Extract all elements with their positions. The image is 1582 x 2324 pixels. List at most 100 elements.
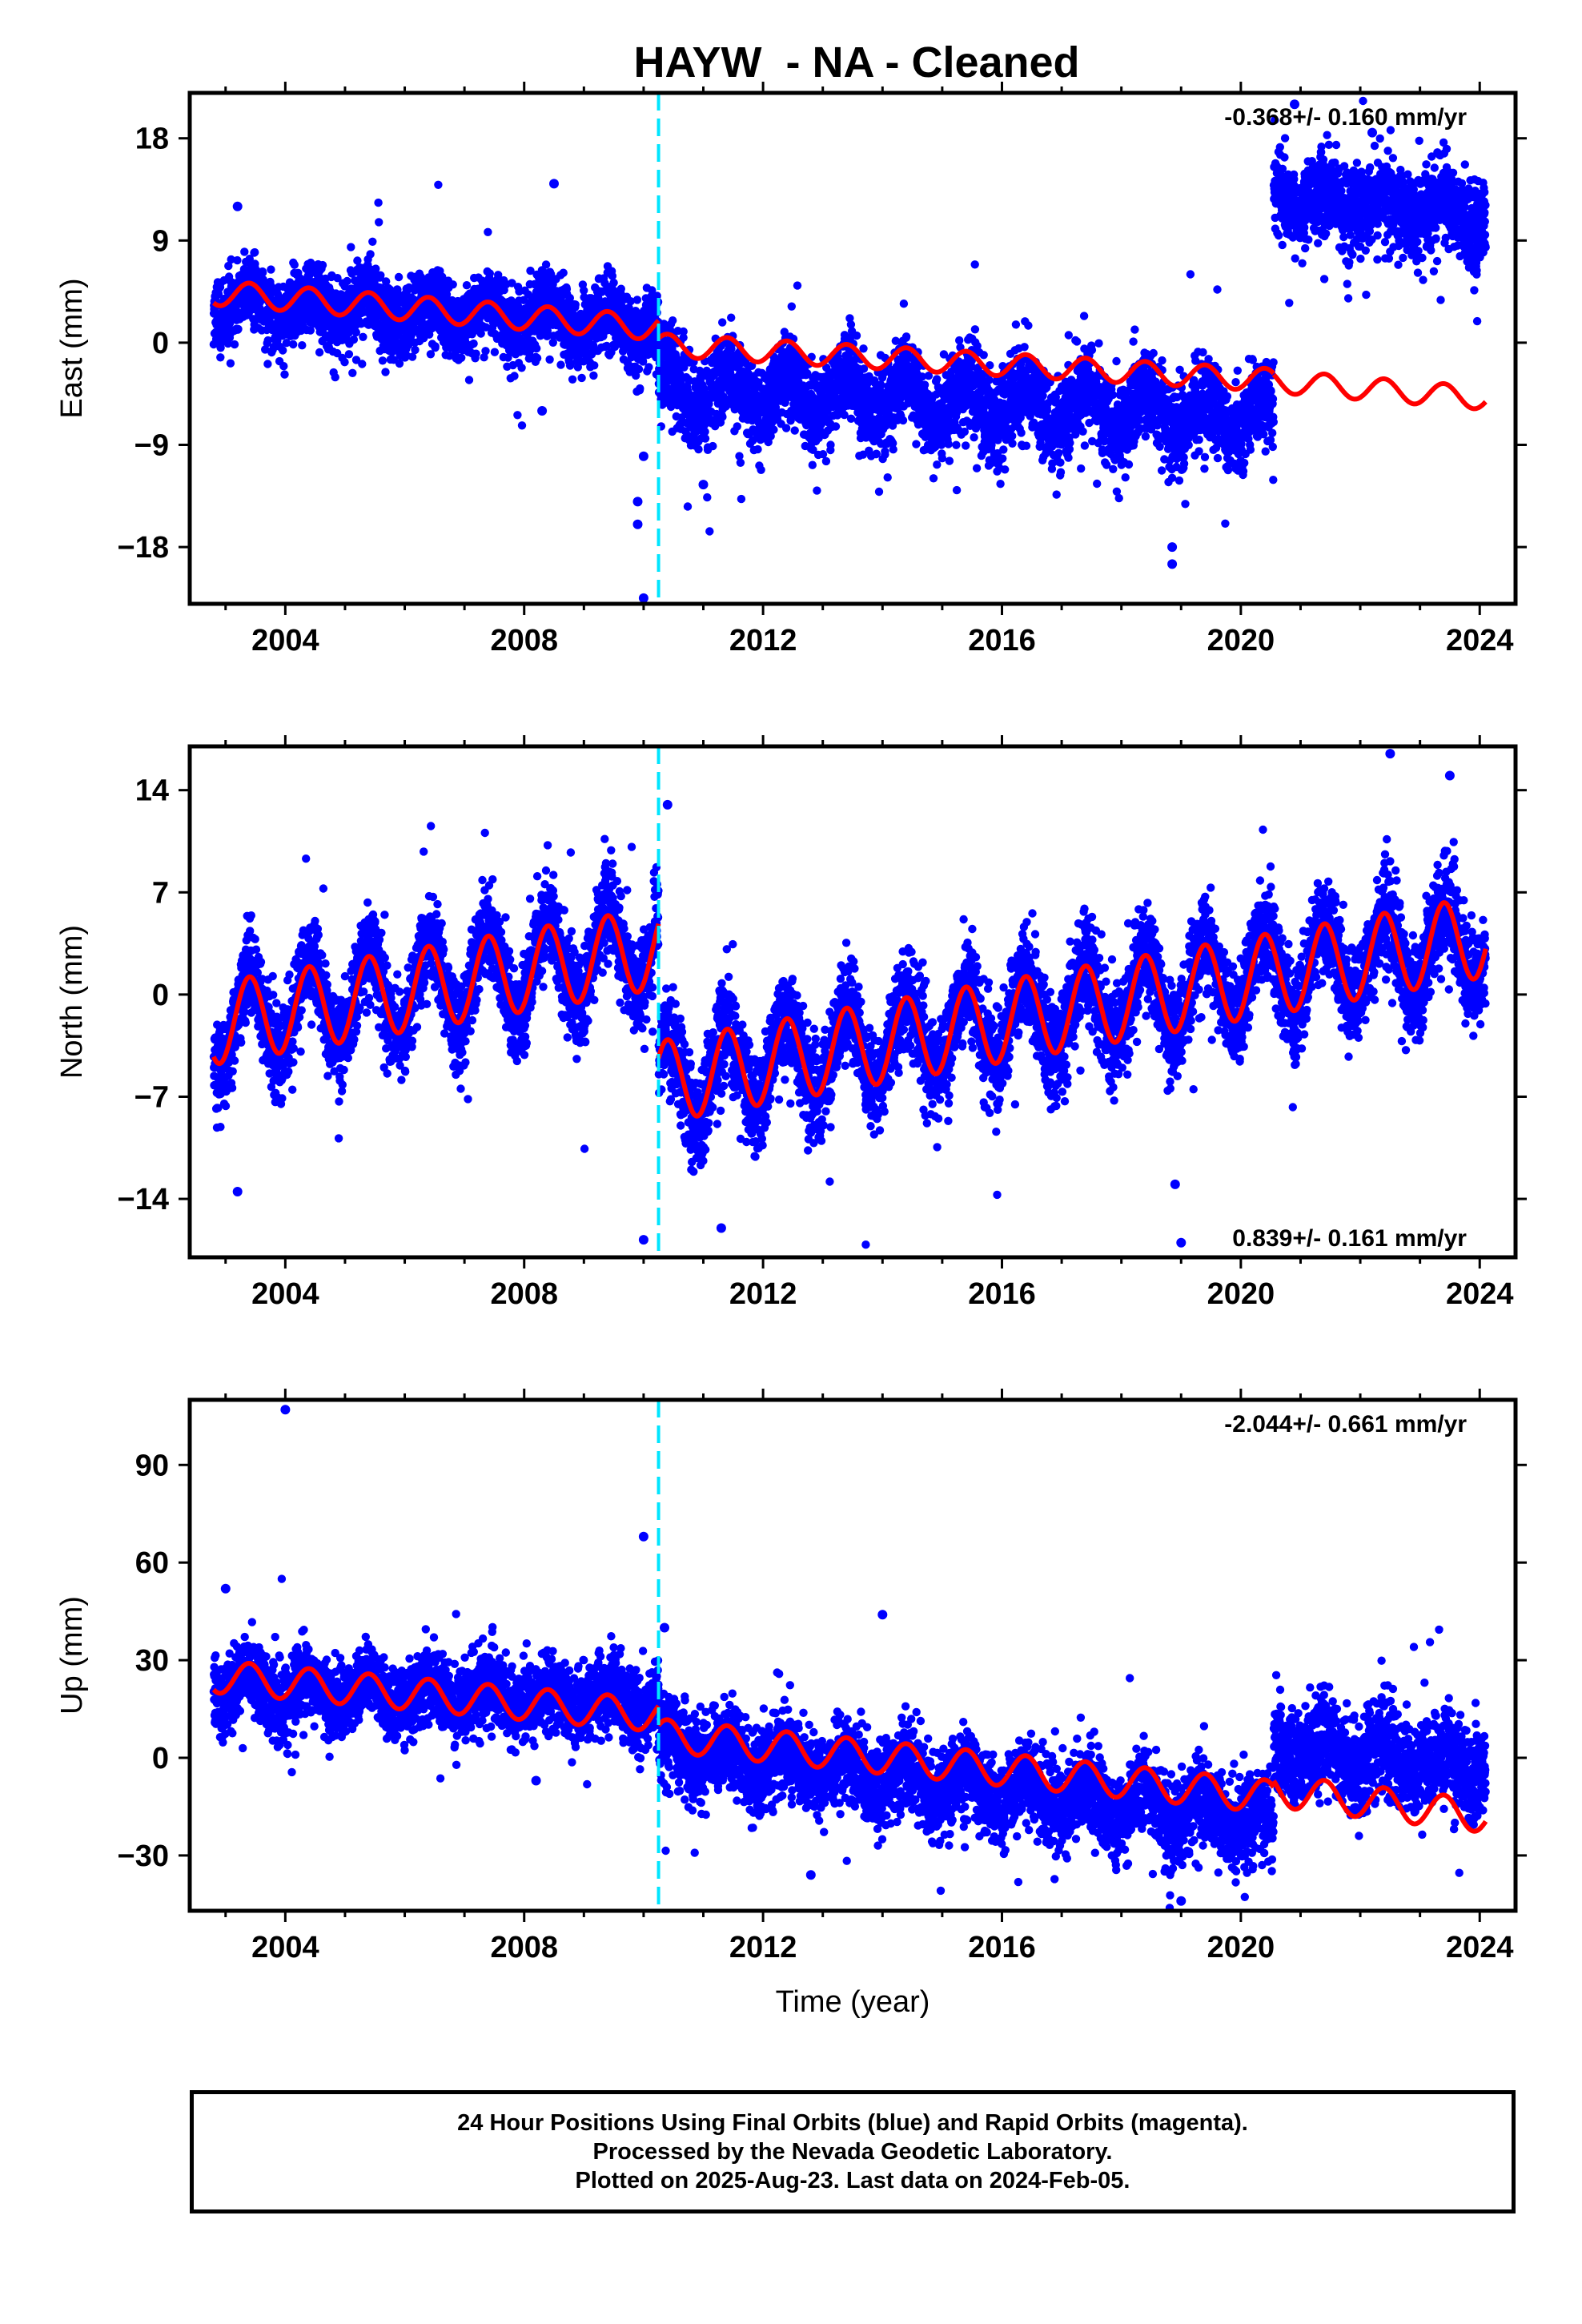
data-point-east-s1 bbox=[912, 440, 921, 448]
data-point-east-s0 bbox=[608, 271, 617, 280]
data-point-east-s1 bbox=[970, 433, 978, 442]
data-point-east-s0 bbox=[644, 363, 653, 372]
data-point-east-s0 bbox=[348, 368, 357, 377]
data-point-east-s1 bbox=[683, 502, 693, 511]
data-point-east-s1 bbox=[1008, 439, 1017, 448]
data-point-east-s1 bbox=[1022, 441, 1031, 450]
data-point-east-s1 bbox=[1020, 343, 1029, 352]
data-point-east-s1 bbox=[998, 454, 1007, 463]
data-point-east-s0 bbox=[532, 344, 541, 353]
data-point-east-s1 bbox=[737, 494, 746, 504]
data-point-east-s0 bbox=[485, 269, 494, 278]
data-point-east-s0 bbox=[245, 255, 254, 263]
data-point-east-s0 bbox=[234, 324, 243, 334]
data-point-east-s0 bbox=[469, 339, 478, 348]
data-point-east-s0 bbox=[340, 358, 349, 367]
data-point-east-s0 bbox=[353, 256, 362, 265]
data-point-east-s0 bbox=[589, 371, 598, 380]
data-point-east-s0 bbox=[240, 247, 249, 256]
data-point-east-s1 bbox=[753, 444, 762, 454]
data-point-east-s0 bbox=[267, 265, 275, 274]
data-point-east-s0 bbox=[306, 326, 315, 335]
data-point-east-s0 bbox=[426, 350, 436, 359]
data-point-east-s0 bbox=[386, 285, 395, 294]
data-point-east-s1 bbox=[944, 440, 953, 448]
data-point-east-s0 bbox=[457, 353, 466, 362]
data-point-east-s1 bbox=[877, 380, 885, 389]
data-point-east-s0 bbox=[344, 350, 354, 359]
data-point-east-s1 bbox=[889, 445, 897, 454]
data-point-east-s0 bbox=[464, 376, 474, 384]
data-point-east-s0 bbox=[318, 260, 327, 270]
data-point-east-s0 bbox=[559, 268, 568, 277]
data-point-east-s1 bbox=[781, 424, 791, 432]
data-point-east-s1 bbox=[979, 351, 988, 360]
data-point-east-s0 bbox=[394, 272, 404, 282]
data-point-east-s0 bbox=[425, 330, 434, 339]
data-point-east-s0 bbox=[226, 359, 235, 368]
data-point-east-s1 bbox=[970, 260, 979, 269]
data-point-east-s0 bbox=[545, 355, 554, 364]
data-point-east-s0 bbox=[517, 421, 527, 430]
data-point-east-s0 bbox=[233, 255, 242, 265]
data-point-east-s0 bbox=[634, 364, 644, 374]
data-point-east-s1 bbox=[757, 465, 765, 474]
data-point-east-s0 bbox=[517, 364, 526, 372]
data-point-east-s0 bbox=[590, 361, 599, 370]
data-point-east-s0 bbox=[462, 281, 472, 290]
data-point-east-s0 bbox=[568, 375, 577, 384]
data-point-east-s1 bbox=[852, 331, 861, 340]
data-point-east-s0 bbox=[331, 372, 339, 382]
data-point-east-s0 bbox=[333, 274, 342, 283]
data-point-east-s0 bbox=[513, 411, 522, 420]
data-point-east-s1 bbox=[920, 380, 930, 389]
data-point-east-s0 bbox=[371, 264, 380, 273]
data-point-east-s0 bbox=[224, 261, 233, 271]
plot-area-east bbox=[209, 96, 1490, 603]
data-point-east-s1 bbox=[718, 318, 727, 327]
data-point-east-s1 bbox=[787, 302, 796, 311]
data-point-east-s0 bbox=[632, 296, 642, 304]
data-point-east-s1 bbox=[1008, 432, 1017, 440]
data-point-east-s1 bbox=[929, 474, 938, 483]
data-point-east-s0 bbox=[343, 276, 351, 286]
data-point-east-s0 bbox=[376, 271, 385, 279]
data-point-east-s0 bbox=[448, 280, 457, 289]
data-point-east-s0 bbox=[349, 335, 359, 344]
data-point-east-s0 bbox=[375, 218, 383, 227]
data-point-east-s0 bbox=[378, 356, 387, 365]
data-point-east-s1 bbox=[1017, 428, 1026, 437]
chart-title: HAYW - NA - Cleaned bbox=[633, 38, 1079, 86]
data-point-east-s0 bbox=[368, 237, 377, 246]
data-point-east-s1 bbox=[933, 460, 942, 469]
data-point-east-s1 bbox=[790, 426, 799, 435]
data-point-east-s1 bbox=[952, 440, 961, 449]
data-point-east-s0 bbox=[263, 360, 272, 368]
data-point-east-s1 bbox=[736, 458, 745, 467]
data-point-east-s1 bbox=[826, 440, 835, 449]
data-point-east-s1 bbox=[901, 332, 911, 341]
data-point-east-s1 bbox=[898, 416, 908, 425]
data-point-east-s0 bbox=[577, 373, 586, 383]
data-point-east-s0 bbox=[472, 349, 480, 358]
data-point-east-s1 bbox=[669, 316, 677, 325]
data-point-east-s0 bbox=[636, 384, 644, 393]
data-point-east-s0 bbox=[358, 360, 367, 368]
data-point-east-s0 bbox=[411, 345, 420, 355]
data-point-east-s1 bbox=[996, 480, 1005, 489]
data-point-east-s0 bbox=[289, 340, 298, 349]
data-point-east-s1 bbox=[1001, 465, 1010, 474]
data-point-east-s0 bbox=[214, 290, 223, 299]
data-point-east-s1 bbox=[970, 325, 980, 334]
data-points-east bbox=[209, 96, 1490, 603]
data-point-east-s0 bbox=[261, 345, 270, 354]
data-point-east-s0 bbox=[298, 341, 307, 350]
data-point-east-s0 bbox=[230, 340, 239, 349]
data-point-east-s1 bbox=[899, 300, 909, 308]
data-point-east-s0 bbox=[374, 198, 383, 207]
data-point-east-s1 bbox=[701, 434, 710, 443]
data-point-east-s0 bbox=[251, 259, 259, 268]
data-point-east-s0 bbox=[290, 260, 299, 269]
data-point-east-s0 bbox=[227, 255, 235, 264]
